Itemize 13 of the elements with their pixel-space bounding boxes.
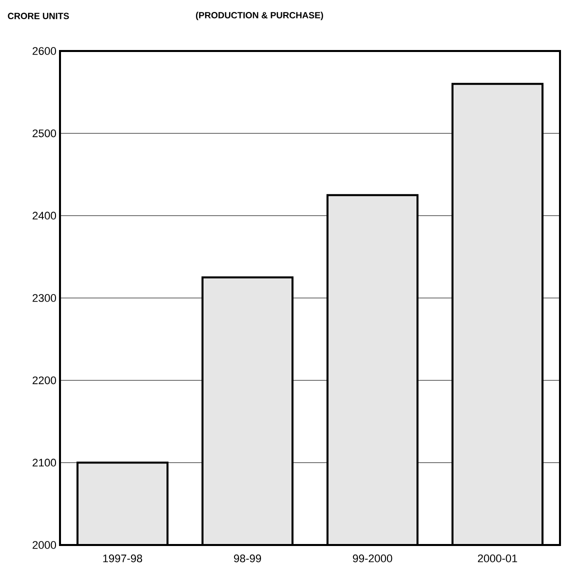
y-axis-title: CRORE UNITS [8,12,69,20]
y-tick-label: 2400 [32,212,56,220]
y-tick-label: 2600 [32,47,56,55]
y-tick-label: 2500 [32,129,56,138]
x-tick-label: 99-2000 [352,554,392,562]
x-tick-label: 2000-01 [478,554,518,562]
y-tick-label: 2300 [32,294,56,302]
x-tick-label: 1997-98 [103,554,142,562]
y-tick-label: 2100 [32,458,56,467]
x-tick-label: 98-99 [234,554,261,562]
y-tick-label: 2200 [32,376,56,384]
y-tick-label: 2000 [32,541,56,549]
chart-title: (PRODUCTION & PURCHASE) [196,12,324,20]
